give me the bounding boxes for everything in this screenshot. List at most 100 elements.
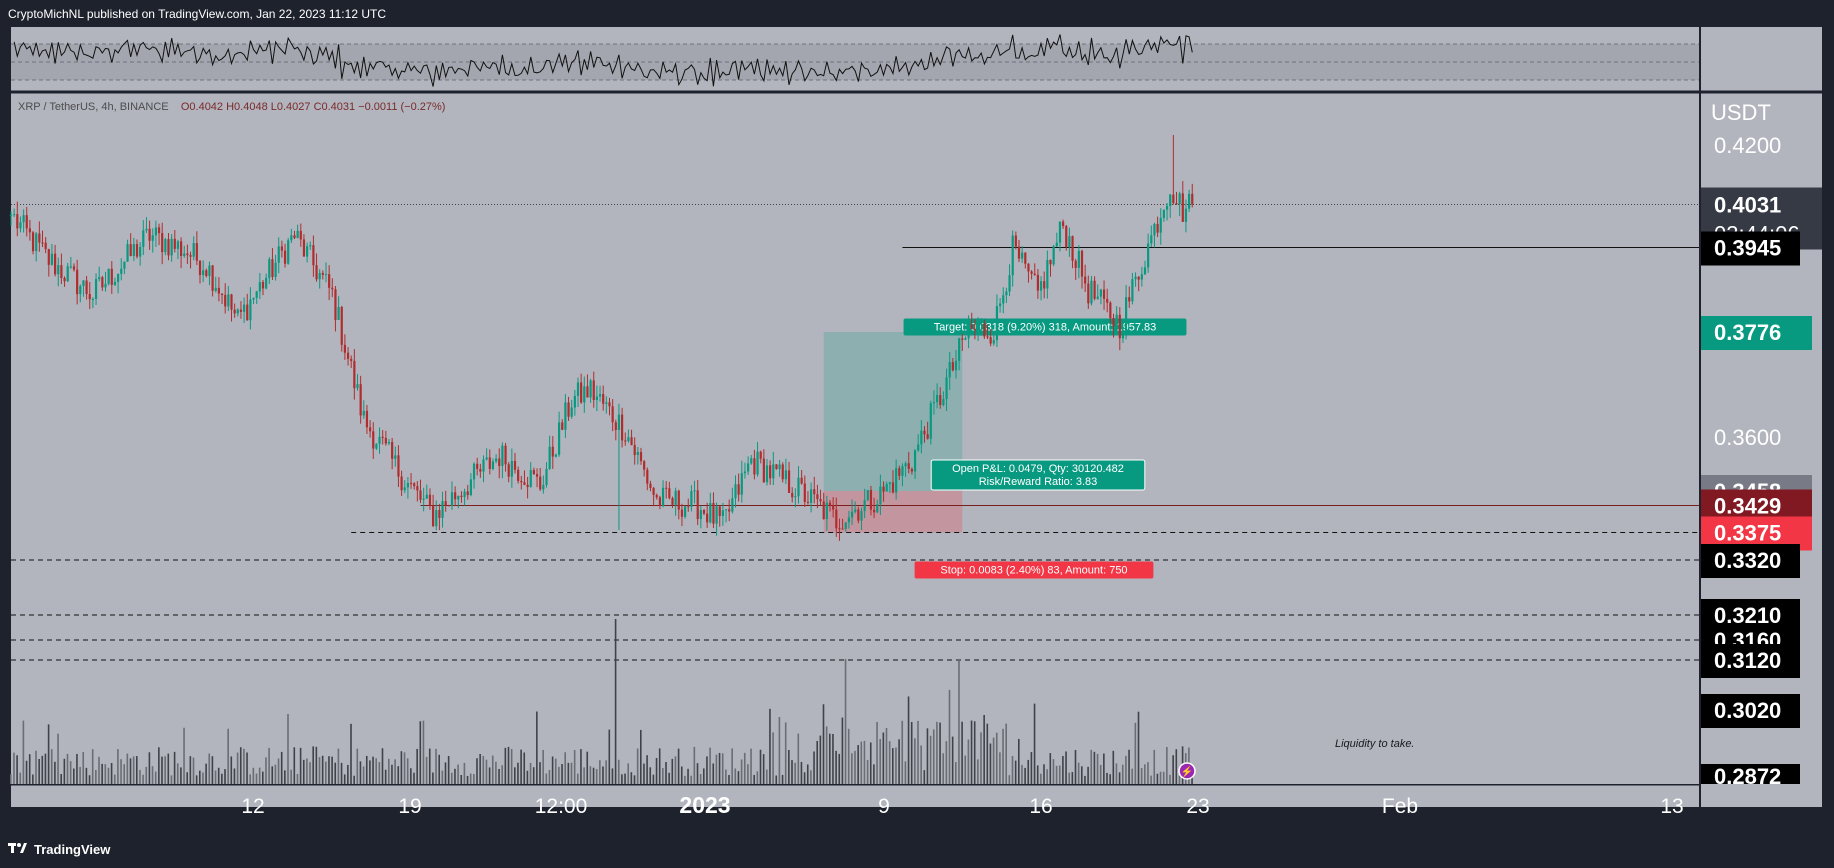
candle-body: [860, 510, 863, 521]
candle-body: [882, 486, 885, 492]
candle-body: [432, 505, 435, 527]
volume-bar: [353, 775, 355, 784]
volume-bar: [406, 758, 409, 784]
volume-bar: [205, 763, 207, 784]
volume-bar: [369, 760, 371, 784]
time-axis-labels: 12 19 12:00 2023 9 16 23 Feb 13: [241, 792, 1683, 818]
price-label-box: [1700, 764, 1800, 784]
candle-body: [94, 279, 98, 299]
tradingview-brand-text: TradingView: [34, 842, 111, 857]
volume-bar: [25, 760, 28, 784]
candle-body: [422, 498, 425, 500]
volume-bar: [460, 774, 463, 784]
candle-body: [82, 280, 85, 286]
symbol-legend[interactable]: XRP / TetherUS, 4h, BINANCE O0.4042 H0.4…: [18, 101, 445, 113]
volume-bar: [1021, 764, 1023, 784]
volume-bar: [1153, 749, 1156, 784]
volume-bar: [252, 767, 255, 784]
volume-bar: [183, 727, 185, 784]
volume-bar: [110, 762, 113, 784]
candle-body: [331, 287, 334, 290]
candle-body: [457, 495, 460, 500]
volume-bar: [227, 728, 229, 784]
candle-body: [183, 253, 186, 257]
candle-body: [50, 253, 54, 265]
volume-bar: [589, 766, 592, 784]
candle-body: [731, 498, 734, 512]
candle-body: [1172, 194, 1175, 204]
volume-bar: [1125, 755, 1127, 784]
volume-bar: [454, 768, 456, 784]
volume-bar: [334, 762, 337, 784]
candle-body: [750, 458, 753, 464]
volume-bar: [545, 773, 548, 784]
volume-bar: [948, 689, 951, 784]
candle-body: [1125, 297, 1128, 331]
volume-bar: [400, 751, 403, 784]
candle-body: [419, 490, 422, 500]
candle-body: [296, 230, 299, 239]
volume-bar: [532, 767, 535, 784]
candle-body: [220, 293, 224, 295]
volume-bar: [917, 720, 919, 784]
volume-bar: [955, 762, 957, 784]
volume-bar: [438, 754, 440, 784]
candle-body: [397, 455, 400, 477]
volume-bar: [753, 774, 755, 784]
volume-bar: [1128, 749, 1130, 784]
volume-bar: [186, 772, 188, 784]
volume-bar: [520, 749, 522, 784]
time-tick-label: 12:00: [535, 795, 588, 818]
candle-body: [602, 394, 605, 404]
volume-bar: [473, 773, 475, 784]
volume-bar: [375, 758, 377, 784]
candle-body: [463, 491, 466, 497]
volume-bar: [312, 746, 314, 784]
volume-bar: [577, 773, 579, 784]
volume-bar: [277, 758, 280, 784]
price-unit-label[interactable]: USDT: [1711, 100, 1771, 125]
volume-bar: [38, 758, 40, 784]
volume-bar: [1134, 722, 1137, 784]
time-tick-label: 9: [878, 795, 890, 818]
volume-bar: [794, 762, 796, 784]
volume-bar: [970, 720, 973, 784]
rsi-oscillator: [11, 34, 1699, 87]
volume-bar: [775, 775, 778, 784]
candle-body: [504, 445, 507, 465]
volume-bar: [340, 762, 343, 784]
volume-bar: [904, 761, 907, 784]
candle-body: [176, 241, 180, 249]
volume-bar: [677, 748, 680, 784]
volume-bar: [558, 766, 560, 784]
volume-bar: [485, 759, 488, 784]
volume-bar: [136, 756, 138, 784]
candle-body: [1140, 274, 1143, 280]
candle-body: [580, 382, 583, 403]
volume-bar: [517, 762, 519, 784]
volume-bar: [1058, 765, 1061, 784]
candle-body: [1109, 302, 1112, 319]
volume-bar: [1191, 772, 1193, 784]
candle-body: [324, 274, 328, 276]
candle-body: [627, 437, 630, 442]
volume-bar: [1002, 728, 1004, 784]
candle-body: [976, 323, 980, 330]
volume-bar: [1178, 775, 1181, 784]
volume-bar: [1005, 723, 1007, 784]
volume-bar: [573, 750, 576, 784]
volume-bar: [287, 714, 289, 784]
candle-body: [391, 442, 394, 459]
candle-body: [1062, 221, 1065, 227]
candle-body: [526, 484, 529, 488]
candle-body: [819, 499, 822, 502]
volume-bar: [13, 752, 15, 784]
volume-bar: [731, 748, 733, 784]
candle-body: [450, 492, 454, 507]
candle-body: [441, 501, 444, 518]
volume-bar: [1162, 771, 1165, 784]
candle-body: [25, 215, 28, 229]
tradingview-brand[interactable]: TradingView: [8, 842, 110, 857]
volume-bar: [101, 763, 103, 784]
candle-body: [910, 468, 913, 472]
